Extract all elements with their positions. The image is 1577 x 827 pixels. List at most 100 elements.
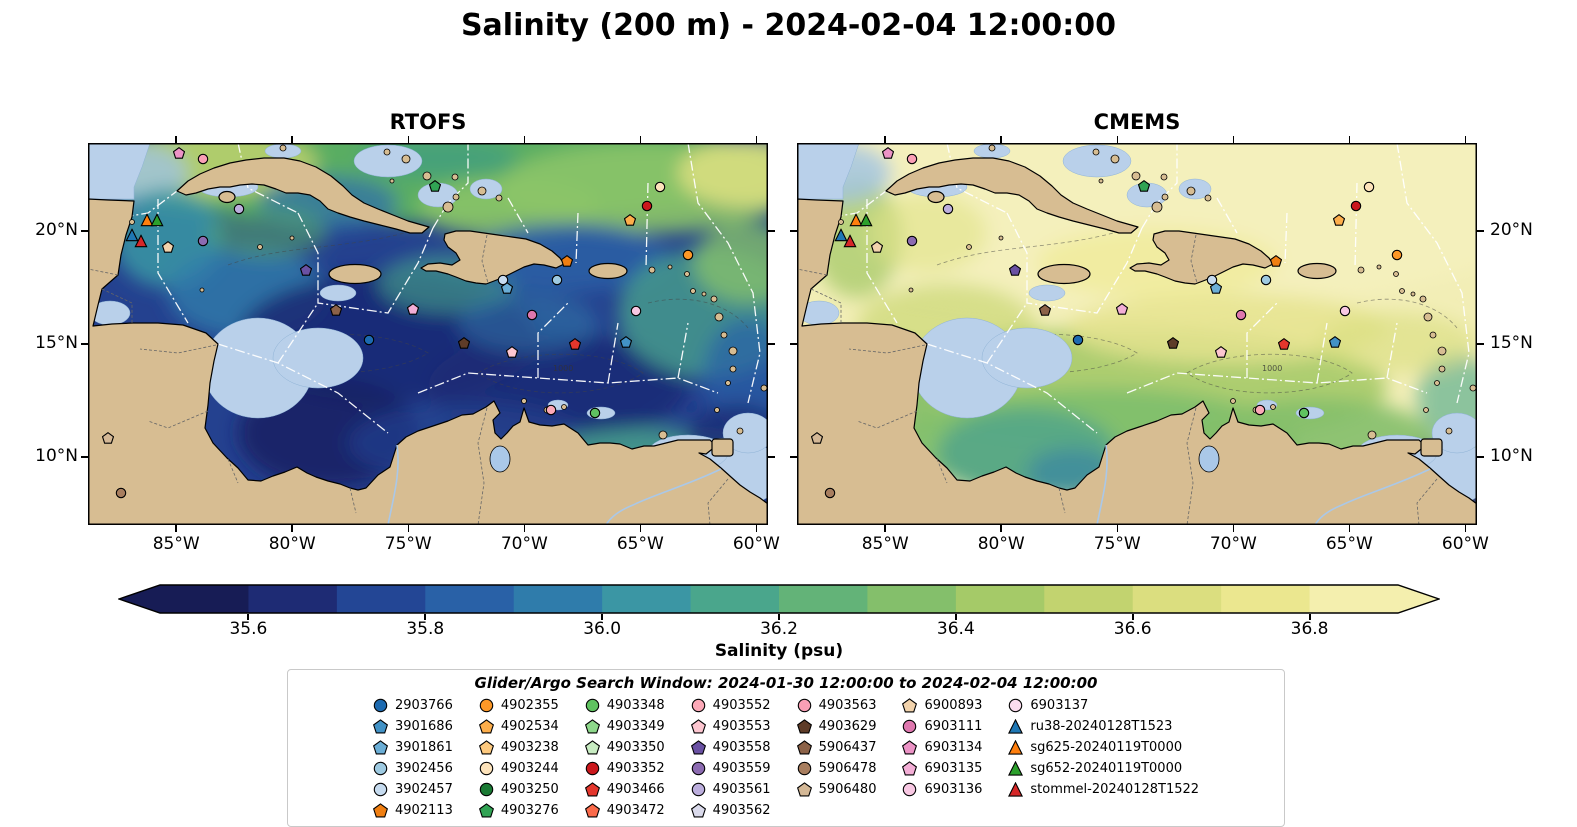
float-marker-icon	[902, 719, 917, 734]
y-tick-label: 10°N	[35, 446, 78, 467]
axis-tick	[291, 525, 293, 532]
float-marker-icon	[691, 698, 706, 713]
colorbar-tick	[424, 614, 427, 620]
legend-entry-label: 4903553	[712, 718, 771, 734]
float-marker-sg652-20240119T0000	[858, 212, 873, 227]
legend-entry: 4903466	[584, 779, 665, 799]
x-tick-label: 70°W	[1209, 534, 1257, 554]
x-tick-label: 75°W	[384, 534, 432, 554]
float-marker-sg652-20240119T0000	[149, 212, 164, 227]
float-marker-sg625-20240119T0000	[140, 212, 154, 227]
axis-tick	[407, 525, 410, 532]
float-marker-4903244	[654, 181, 666, 193]
legend-title: Glider/Argo Search Window: 2024-01-30 12…	[474, 674, 1098, 692]
float-marker-3901686	[1329, 335, 1342, 348]
legend-entry: 6903111	[902, 716, 982, 736]
y-tick-label: 15°N	[35, 333, 78, 354]
float-marker-icon	[373, 698, 388, 713]
legend-entry: 6903136	[902, 779, 982, 799]
axis-tick	[1477, 456, 1484, 458]
float-marker-stommel-20240128T1522	[843, 234, 857, 248]
float-marker-4903552	[1254, 404, 1266, 416]
legend-entry: 4903561	[691, 779, 771, 799]
legend-entry: 3902457	[373, 779, 453, 799]
legend-entry-label: 5906437	[818, 739, 877, 755]
colorbar-tick-label: 36.0	[583, 619, 622, 639]
legend-entry: 4903629	[796, 716, 876, 736]
float-marker-icon	[797, 761, 812, 776]
panel-title-cmems: CMEMS	[1093, 110, 1181, 134]
float-marker-3902456	[1260, 274, 1272, 286]
legend-entry-label: 4903558	[712, 739, 771, 755]
legend-entry: 2903766	[373, 695, 453, 715]
float-marker-4902113	[561, 254, 574, 267]
axis-tick	[755, 136, 758, 143]
float-marker-icon	[1008, 781, 1024, 797]
axis-tick	[1464, 525, 1467, 532]
axis-tick	[1348, 136, 1351, 143]
float-marker-5906480	[101, 432, 114, 444]
axis-tick	[175, 525, 177, 532]
axis-tick	[81, 343, 88, 345]
legend-entry: ru38-20240128T1523	[1008, 716, 1199, 736]
axis-tick	[755, 525, 758, 532]
legend-entry-label: 5906478	[818, 760, 877, 776]
legend-column: 6903137 ru38-20240128T1523 sg625-20240119T…	[1008, 695, 1199, 820]
axis-tick	[1232, 525, 1235, 532]
legend-entry-label: 4903562	[712, 802, 771, 818]
x-tick-label: 80°W	[268, 534, 316, 554]
float-marker-icon	[796, 739, 812, 755]
legend-entry: 6900893	[902, 695, 982, 715]
float-marker-6903111	[526, 309, 538, 321]
float-marker-4903276	[1137, 179, 1151, 192]
legend-entry-label: 4903348	[606, 697, 665, 713]
float-marker-4902534	[1332, 213, 1346, 226]
legend-entry-label: 4903244	[500, 760, 559, 776]
legend-entry-label: 6903111	[924, 718, 983, 734]
colorbar-tick-label: 36.2	[760, 619, 798, 639]
legend-entry: 4903276	[478, 800, 559, 820]
float-marker-icon	[796, 718, 812, 734]
axis-tick	[291, 136, 293, 143]
axis-tick	[407, 136, 410, 143]
legend-entry: 6903135	[902, 758, 982, 778]
colorbar-tick	[601, 614, 604, 620]
float-marker-3901686	[620, 335, 633, 348]
colorbar-tick-label: 36.4	[936, 619, 975, 639]
legend-entry: 4902355	[479, 695, 559, 715]
legend-entry-label: sg652-20240119T0000	[1030, 760, 1183, 776]
float-marker-4903561	[942, 203, 954, 215]
figure-title: Salinity (200 m) - 2024-02-04 12:00:00	[460, 8, 1117, 43]
svg-text:1000: 1000	[1262, 364, 1282, 373]
float-marker-2903766	[363, 334, 375, 346]
legend-entry: 5906437	[796, 737, 877, 757]
legend-entry: 6903134	[902, 737, 982, 757]
float-marker-icon	[479, 698, 494, 713]
legend-entry: 4903562	[690, 800, 771, 820]
axis-tick	[639, 136, 642, 143]
colorbar-tick	[1131, 614, 1134, 620]
legend-entry-label: 4903466	[606, 781, 665, 797]
float-marker-6903135	[1115, 303, 1129, 315]
colorbar-tick-label: 36.6	[1113, 619, 1152, 639]
axis-tick	[523, 525, 526, 532]
legend-entry-label: 4903561	[712, 781, 771, 797]
legend-entry-label: 3902457	[394, 781, 453, 797]
float-marker-3902457	[497, 274, 509, 286]
legend-column: 4902355 4902534 4903238 4903244 4903250 49032…	[478, 695, 559, 820]
axis-tick	[1477, 343, 1484, 345]
float-marker-4902113	[1270, 254, 1283, 267]
float-marker-4903244	[1363, 181, 1375, 193]
legend-entry-label: 4903276	[500, 802, 559, 818]
svg-text:1000: 1000	[553, 364, 573, 373]
legend-entry: 4903472	[584, 800, 665, 820]
float-marker-6903136	[630, 305, 642, 317]
float-marker-4903276	[428, 179, 442, 192]
legend-entry-label: 4903238	[500, 739, 559, 755]
axis-tick	[790, 230, 797, 232]
legend-entry-label: 3901686	[394, 718, 453, 734]
legend-entry-label: 6900893	[924, 697, 983, 713]
float-marker-icon	[372, 718, 388, 734]
axis-tick	[768, 230, 775, 232]
